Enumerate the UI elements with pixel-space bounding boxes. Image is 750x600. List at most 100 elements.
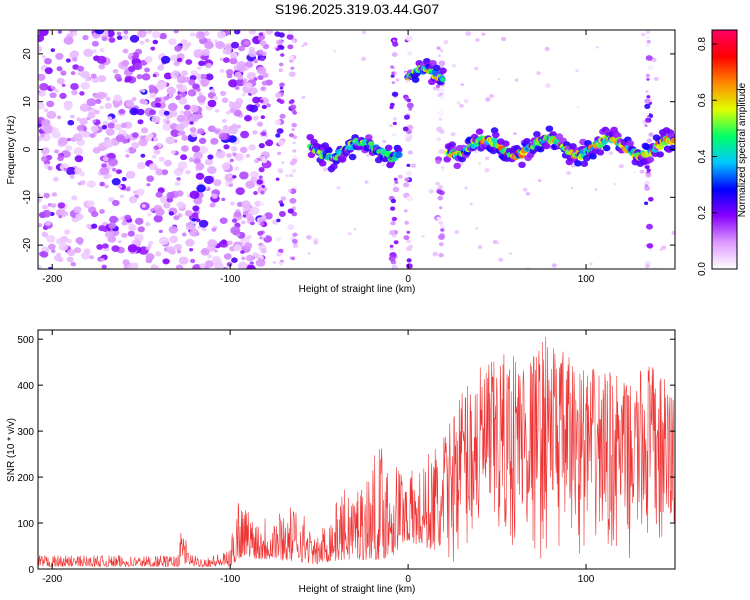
snr-frame: [37, 329, 676, 570]
heat-blob: [454, 230, 460, 235]
heat-blob: [86, 223, 92, 229]
heat-blob: [195, 31, 206, 40]
heat-blob: [86, 200, 95, 207]
heat-blob: [646, 138, 652, 143]
heat-blob: [149, 92, 157, 99]
heat-blob: [281, 161, 285, 164]
heat-blob: [240, 130, 250, 139]
heat-blob: [421, 235, 425, 238]
heat-blob: [128, 52, 134, 57]
heat-blob: [290, 66, 295, 70]
heat-blob: [243, 78, 248, 82]
heat-blob: [475, 128, 484, 135]
heat-blob: [82, 34, 89, 41]
heat-blob: [368, 141, 375, 147]
heat-blob: [244, 114, 252, 122]
heat-blob: [229, 201, 235, 206]
heat-blob: [258, 143, 265, 149]
heat-blob: [139, 40, 145, 45]
heat-blob: [643, 111, 650, 117]
heat-blob: [83, 48, 94, 57]
heat-blob: [203, 175, 214, 185]
heat-blob: [411, 76, 420, 83]
heat-blob: [111, 245, 120, 253]
heat-blob: [44, 220, 52, 226]
heat-blob: [126, 187, 131, 192]
heat-blob: [221, 162, 231, 171]
heat-blob: [261, 234, 267, 239]
heat-blob: [366, 154, 370, 157]
heat-blob: [229, 183, 233, 187]
heat-blob: [108, 37, 116, 43]
heat-blob: [99, 105, 104, 110]
heat-blob: [362, 30, 367, 35]
heat-blob: [438, 185, 444, 189]
x-tick-label: -100: [220, 574, 240, 585]
heat-blob: [428, 189, 434, 194]
heat-blob: [389, 170, 394, 175]
heat-blob: [265, 139, 274, 147]
heat-blob: [393, 37, 398, 41]
heat-blob: [544, 46, 550, 52]
heat-blob: [196, 184, 206, 193]
heat-blob: [219, 57, 224, 62]
heat-blob: [438, 117, 443, 121]
heat-blob: [453, 162, 462, 170]
heat-blob: [353, 228, 357, 231]
heat-blob: [168, 235, 178, 244]
heat-blob: [188, 79, 196, 86]
heat-blob: [207, 154, 214, 160]
colorbar-tick-label: 0.4: [697, 149, 708, 163]
heat-blob: [148, 240, 154, 245]
heat-blob: [220, 90, 227, 96]
heat-blob: [157, 64, 165, 71]
heat-blob: [498, 257, 504, 262]
heat-blob: [394, 151, 403, 159]
heat-blob: [575, 69, 579, 72]
heat-blob: [104, 184, 109, 189]
heat-blob: [131, 142, 140, 149]
heat-blob: [460, 83, 464, 86]
colorbar-gradient: [712, 30, 737, 269]
heat-blob: [153, 137, 159, 142]
heat-blob: [66, 256, 74, 263]
colorbar-frame: [711, 29, 738, 270]
x-tick-label: 100: [578, 574, 595, 585]
heat-blob: [207, 166, 217, 175]
heat-blob: [288, 71, 296, 77]
heat-blob: [278, 62, 284, 67]
heat-blob: [180, 39, 188, 45]
heat-blob: [138, 138, 148, 147]
heat-blob: [69, 51, 79, 59]
heat-blob: [248, 50, 257, 58]
heat-blob: [101, 124, 108, 130]
heat-blob: [391, 264, 398, 269]
heat-blob: [223, 144, 230, 150]
heat-blob: [140, 153, 146, 158]
heat-blob: [403, 235, 410, 241]
heat-blob: [191, 145, 201, 153]
heat-blob: [99, 167, 110, 176]
heat-blob: [459, 104, 464, 108]
heat-blob: [38, 223, 43, 228]
heat-blob: [260, 86, 266, 91]
heat-blob: [185, 59, 193, 65]
heat-blob: [276, 218, 281, 223]
heat-blob: [144, 67, 150, 73]
heat-blob: [278, 68, 283, 72]
heat-blob: [189, 190, 200, 199]
heat-blob: [146, 175, 155, 182]
heat-blob: [236, 64, 247, 73]
heat-blob: [193, 49, 204, 58]
heat-blob: [333, 50, 337, 53]
heat-blob: [661, 245, 667, 250]
heat-blob: [255, 258, 266, 267]
heat-blob: [99, 65, 105, 69]
heat-blob: [198, 137, 207, 144]
heat-blob: [213, 179, 222, 187]
heat-blob: [112, 69, 119, 74]
heat-blob: [119, 194, 125, 199]
heat-blob: [109, 215, 118, 224]
heat-blob: [163, 95, 170, 101]
heat-blob: [481, 32, 486, 36]
